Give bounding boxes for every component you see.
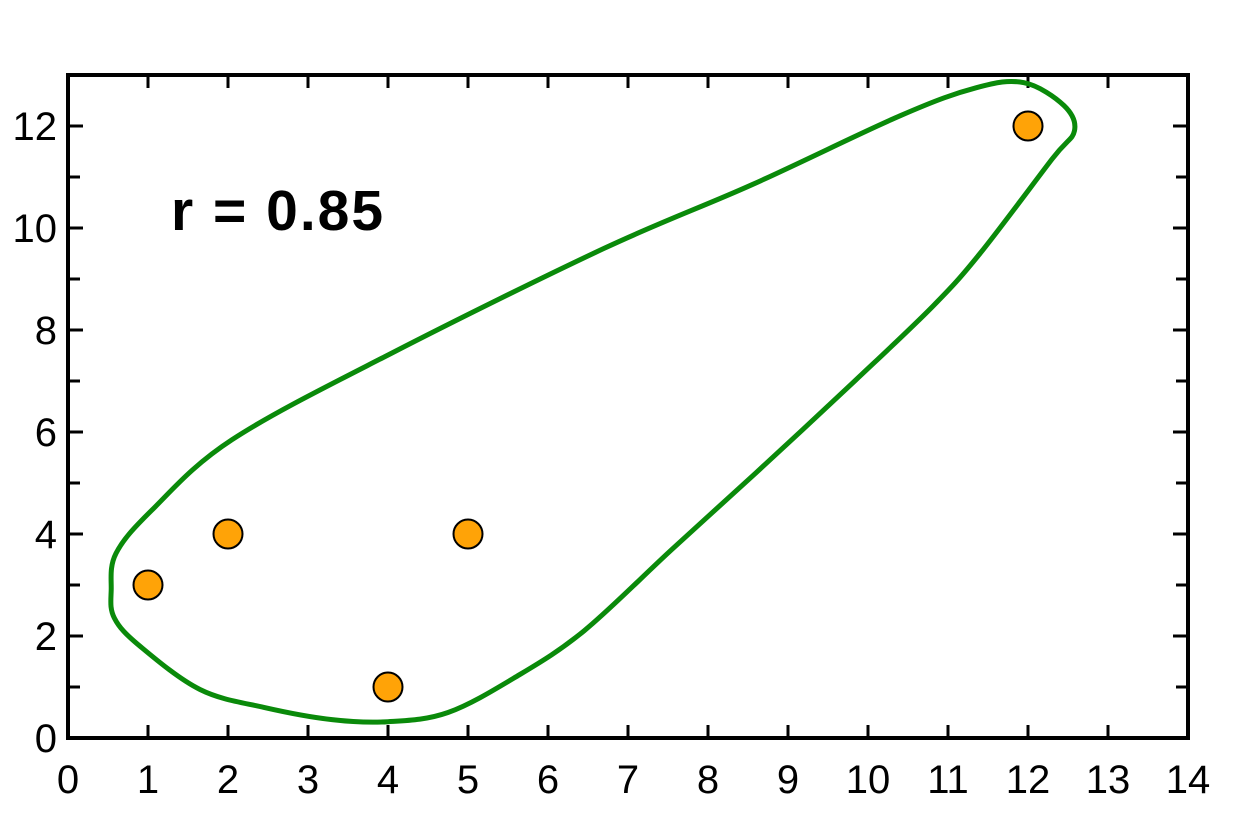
x-axis-tick-label: 12 — [1006, 758, 1051, 802]
y-axis-tick-label: 8 — [35, 309, 57, 353]
x-axis-tick-label: 8 — [697, 758, 719, 802]
correlation-coefficient-label: r = 0.85 — [171, 179, 386, 243]
x-axis-tick-label: 14 — [1166, 758, 1211, 802]
data-point — [1012, 110, 1044, 142]
y-axis-tick-label: 12 — [13, 105, 58, 149]
y-axis-tick-label: 0 — [35, 717, 57, 761]
x-axis-tick-label: 0 — [57, 758, 79, 802]
x-axis-tick-label: 3 — [297, 758, 319, 802]
y-axis-tick-label: 10 — [13, 207, 58, 251]
y-axis-tick-label: 4 — [35, 513, 57, 557]
data-point — [372, 671, 404, 703]
correlation-envelope-curve — [108, 78, 1078, 725]
x-axis-tick-label: 2 — [217, 758, 239, 802]
x-axis-tick-label: 13 — [1086, 758, 1131, 802]
x-axis-tick-label: 7 — [617, 758, 639, 802]
data-point — [212, 518, 244, 550]
data-point — [452, 518, 484, 550]
x-axis-tick-label: 1 — [137, 758, 159, 802]
x-axis-tick-label: 11 — [927, 758, 969, 802]
y-axis-tick-label: 6 — [35, 411, 57, 455]
y-axis-tick-label: 2 — [35, 615, 57, 659]
x-axis-tick-label: 6 — [537, 758, 559, 802]
x-axis-tick-label: 4 — [377, 758, 399, 802]
x-axis-tick-label: 10 — [846, 758, 891, 802]
data-point — [132, 569, 164, 601]
plot-frame — [66, 73, 1190, 740]
x-axis-tick-label: 9 — [777, 758, 799, 802]
x-axis-tick-label: 5 — [457, 758, 479, 802]
